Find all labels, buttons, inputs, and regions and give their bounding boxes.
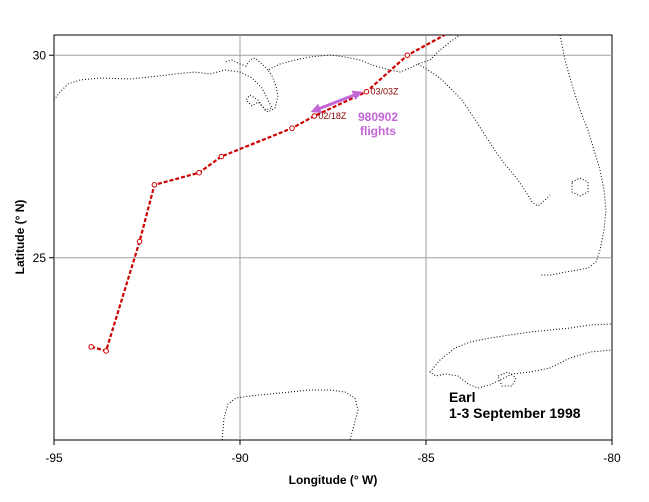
y-tick-label: 25	[33, 251, 47, 265]
flight-label-line1: 980902	[358, 110, 398, 124]
flight-label-line2: flights	[360, 124, 396, 138]
track-fix-marker	[103, 348, 109, 354]
x-tick-label: -90	[231, 451, 249, 465]
y-tick-label: 30	[33, 48, 47, 62]
gulf-coastline	[54, 35, 461, 113]
storm-track	[90, 35, 446, 353]
x-tick-label: -80	[603, 451, 621, 465]
storm-dates: 1-3 September 1998	[449, 405, 581, 421]
track-fixes	[88, 52, 411, 354]
storm-name: Earl	[449, 389, 475, 405]
fix-labels: 02/18Z 03/03Z	[318, 87, 399, 121]
x-tick-label: -95	[45, 451, 63, 465]
y-axis-title: Latitude (° N)	[13, 200, 27, 275]
plot-area	[53, 34, 613, 441]
flight-arrow-head-end	[351, 90, 363, 100]
lake-okeechobee	[571, 177, 589, 197]
track-fix-marker	[311, 113, 318, 119]
track-fix-marker	[289, 125, 295, 131]
track-fix-marker	[151, 182, 158, 188]
track-fix-marker	[218, 153, 225, 160]
coastlines	[54, 35, 612, 440]
fix-label: 02/18Z	[318, 111, 347, 121]
x-tick-label: -85	[417, 451, 435, 465]
track-fix-marker	[404, 52, 411, 59]
yucatan-coastline	[221, 389, 359, 440]
flight-arrow-head-start	[310, 103, 322, 113]
track-fix-marker	[363, 88, 370, 95]
track-fix-marker	[196, 169, 202, 176]
x-axis-ticks: -95 -90 -85 -80	[45, 440, 621, 465]
y-axis-ticks: 25 30	[33, 48, 54, 265]
x-axis-title: Longitude (° W)	[289, 473, 378, 487]
flight-arrow	[310, 90, 363, 113]
fix-label: 03/03Z	[370, 87, 399, 97]
flight-arrow-line	[317, 93, 356, 111]
florida-east-coastline	[540, 35, 607, 276]
track-fix-marker	[88, 344, 94, 350]
track-fix-marker	[136, 238, 143, 245]
